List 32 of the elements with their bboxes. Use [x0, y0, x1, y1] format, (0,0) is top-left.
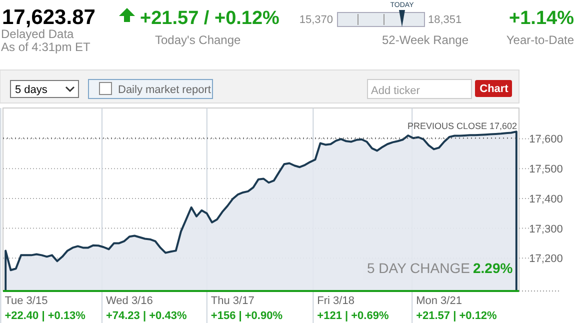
- text: +121 | +0.69%: [317, 310, 389, 322]
- text: +74.23 | +0.43%: [106, 310, 187, 322]
- text: +21.57 / +0.12%: [140, 8, 280, 29]
- text: 18,351: [428, 14, 462, 26]
- text: Year-to-Date: [506, 33, 574, 47]
- ref-line-label: PREVIOUS CLOSE 17,602: [407, 121, 517, 132]
- text: Chart: [480, 83, 509, 95]
- annotation: 2.29%: [473, 260, 514, 276]
- text: +22.40 | +0.13%: [4, 310, 86, 322]
- y-tick-label: 17,300: [529, 223, 563, 236]
- text: +1.14%: [509, 8, 574, 29]
- x-tick-label: Thu 3/17: [210, 295, 254, 307]
- text: +21.57 | +0.12%: [416, 310, 498, 322]
- y-tick-label: 17,400: [529, 193, 563, 206]
- text: Add ticker: [371, 85, 420, 97]
- x-tick-label: Tue 3/15: [4, 295, 48, 307]
- text: As of 4:31pm ET: [1, 40, 92, 54]
- chart-title: 17,623.87: [2, 6, 96, 29]
- y-tick-label: 17,600: [529, 134, 563, 146]
- text: +156 | +0.90%: [210, 310, 283, 322]
- text: Delayed Data: [1, 27, 74, 41]
- y-tick-label: 17,500: [529, 164, 563, 176]
- annotation: 5 DAY CHANGE: [367, 260, 470, 276]
- x-tick-label: Wed 3/16: [106, 295, 153, 307]
- x-tick-label: Mon 3/21: [416, 295, 462, 307]
- text: 5 days: [15, 84, 48, 96]
- x-tick-label: Fri 3/18: [317, 295, 354, 307]
- text: 15,370: [299, 14, 333, 26]
- text: Daily market report: [118, 84, 211, 96]
- y-tick-label: 17,200: [529, 253, 563, 266]
- text: 52-Week Range: [382, 33, 469, 47]
- text: Today's Change: [155, 33, 242, 47]
